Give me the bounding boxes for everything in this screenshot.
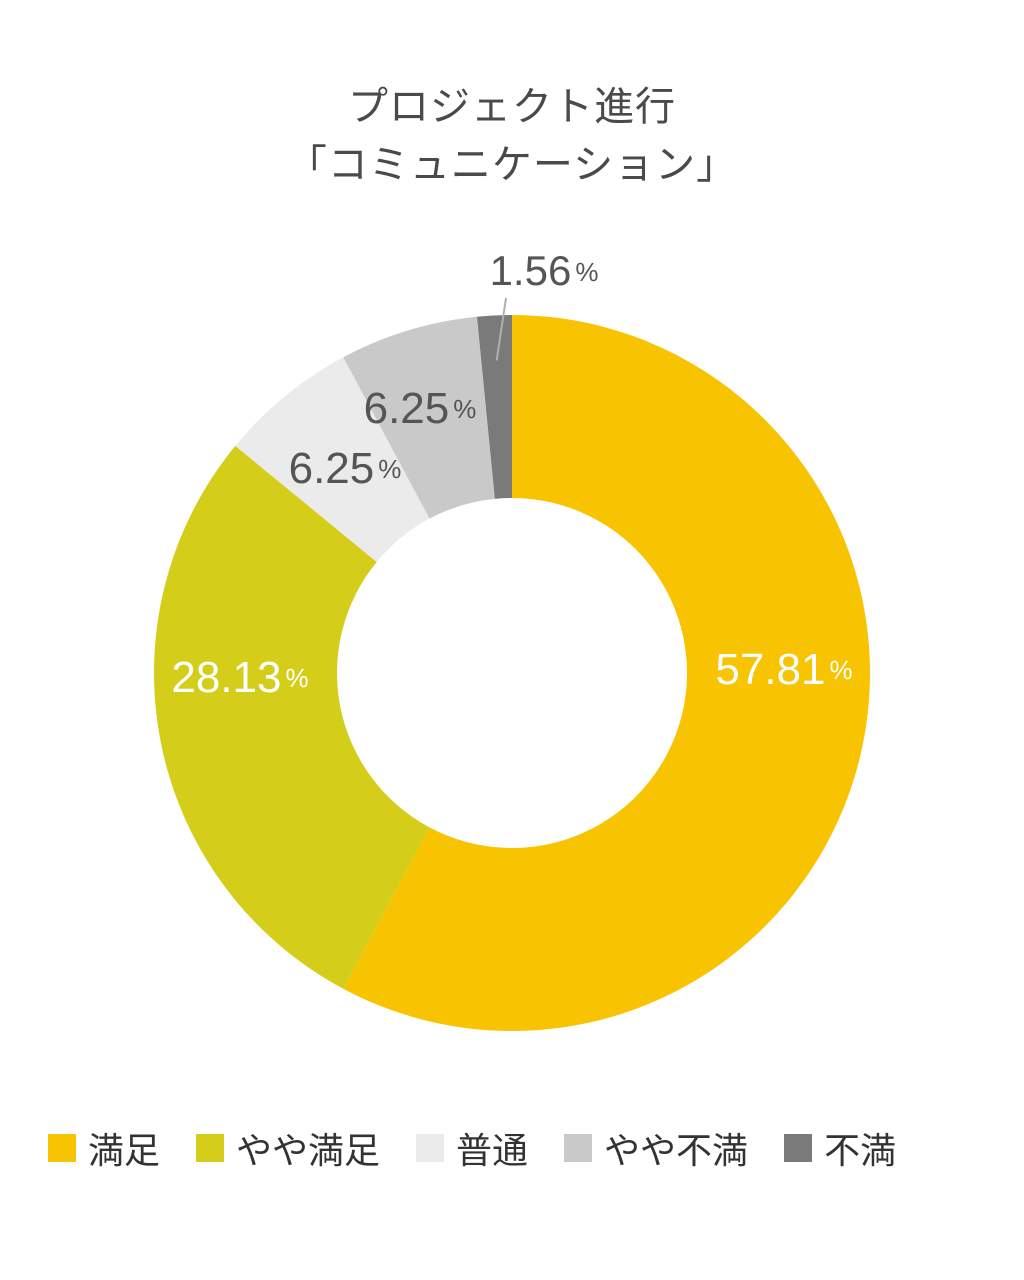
donut-slice bbox=[476, 315, 512, 499]
legend-item: 不満 bbox=[784, 1122, 896, 1174]
chart-title: プロジェクト進行 「コミュニケーション」 bbox=[0, 78, 1024, 194]
donut-slice bbox=[153, 445, 430, 989]
legend-swatch bbox=[416, 1134, 445, 1162]
leader-line bbox=[495, 297, 507, 361]
chart-legend: 満足 やや満足 普通 やや不満 不満 bbox=[48, 1122, 932, 1174]
legend-swatch bbox=[196, 1134, 225, 1162]
legend-item: やや満足 bbox=[196, 1122, 380, 1174]
legend-label: 普通 bbox=[456, 1131, 529, 1172]
donut-slice bbox=[343, 316, 495, 519]
legend-item: やや不満 bbox=[564, 1122, 748, 1174]
donut-slice bbox=[343, 315, 871, 1031]
legend-label: やや不満 bbox=[604, 1131, 749, 1172]
legend-swatch bbox=[564, 1134, 593, 1162]
legend-label: 満足 bbox=[88, 1131, 161, 1172]
legend-label: やや満足 bbox=[236, 1131, 381, 1172]
data-label: 1.56% bbox=[490, 247, 599, 294]
legend-swatch bbox=[48, 1134, 76, 1162]
legend-item: 満足 bbox=[48, 1122, 160, 1174]
data-label: 6.25% bbox=[364, 384, 477, 433]
data-label: 57.81% bbox=[715, 645, 852, 694]
chart-title-line2: 「コミュニケーション」 bbox=[286, 142, 738, 188]
chart-title-line1: プロジェクト進行 bbox=[348, 84, 676, 130]
donut-slice bbox=[235, 357, 430, 562]
legend-label: 不満 bbox=[824, 1131, 897, 1172]
legend-swatch bbox=[784, 1134, 813, 1162]
legend-item: 普通 bbox=[416, 1122, 528, 1174]
data-label: 6.25% bbox=[289, 444, 402, 493]
data-label: 28.13% bbox=[171, 653, 308, 702]
